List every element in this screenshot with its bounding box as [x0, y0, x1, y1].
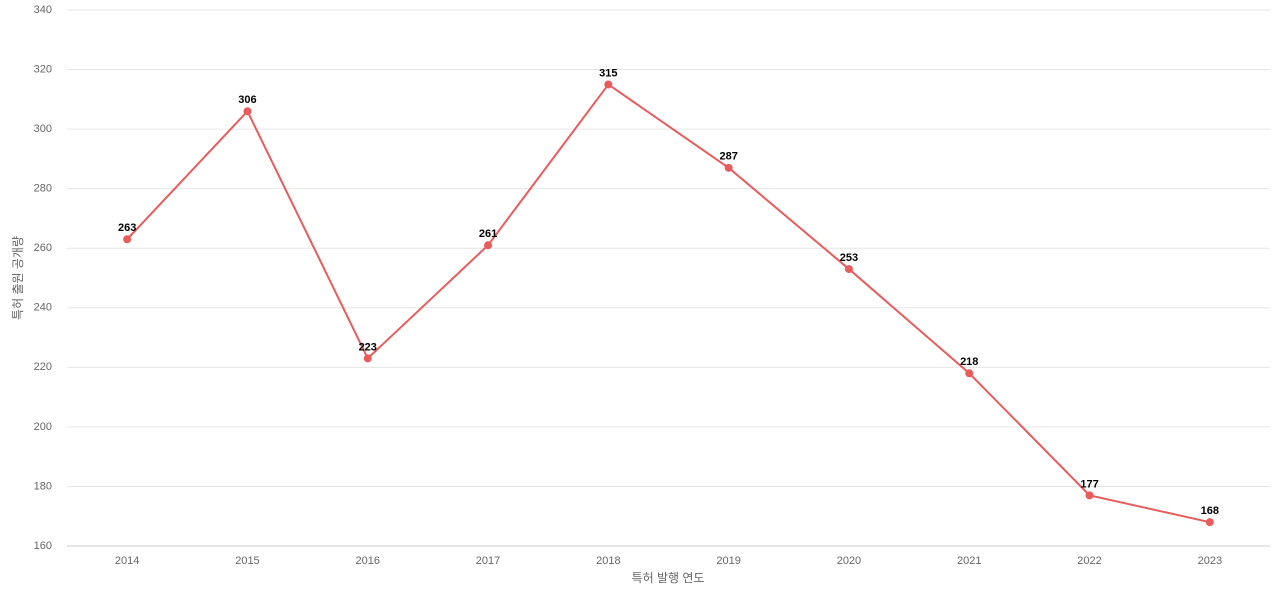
data-point: [1205, 518, 1214, 527]
data-point: [363, 354, 372, 363]
data-point: [484, 241, 493, 250]
x-tick-label: 2019: [716, 555, 740, 567]
y-tick-label: 320: [34, 63, 52, 75]
y-axis-title: 특허 출원 공개량: [11, 236, 25, 320]
data-label: 263: [118, 222, 136, 234]
data-line: [126, 83, 1211, 524]
x-tick-label: 2020: [837, 555, 861, 567]
x-tick-label: 2015: [235, 555, 259, 567]
y-tick-label: 200: [34, 421, 52, 433]
data-label: 261: [479, 228, 497, 240]
x-tick-label: 2018: [596, 555, 620, 567]
data-point: [724, 163, 733, 172]
x-tick-label: 2023: [1198, 555, 1222, 567]
data-label: 315: [599, 67, 617, 79]
data-label: 223: [359, 341, 377, 353]
data-point: [604, 80, 613, 89]
x-tick-label: 2022: [1077, 555, 1101, 567]
y-tick-label: 160: [34, 540, 52, 552]
data-label: 218: [960, 356, 978, 368]
x-tick-label: 2016: [356, 555, 380, 567]
y-tick-label: 220: [34, 361, 52, 373]
data-point: [844, 265, 853, 274]
y-tick-label: 260: [34, 242, 52, 254]
data-label: 287: [719, 151, 737, 163]
y-tick-label: 240: [34, 302, 52, 314]
y-tick-label: 300: [34, 123, 52, 135]
y-tick-label: 180: [34, 480, 52, 492]
x-tick-label: 2014: [115, 555, 139, 567]
x-tick-label: 2017: [476, 555, 500, 567]
data-label: 306: [238, 94, 256, 106]
data-point: [965, 369, 974, 378]
data-point: [123, 235, 132, 244]
data-point: [1085, 491, 1094, 500]
data-label: 253: [840, 252, 858, 264]
data-point: [243, 107, 252, 116]
x-tick-label: 2021: [957, 555, 981, 567]
y-tick-label: 340: [34, 4, 52, 16]
data-label: 177: [1080, 478, 1098, 490]
y-tick-label: 280: [34, 183, 52, 195]
data-label: 168: [1201, 505, 1219, 517]
x-axis-title: 특허 발행 연도: [632, 570, 705, 585]
